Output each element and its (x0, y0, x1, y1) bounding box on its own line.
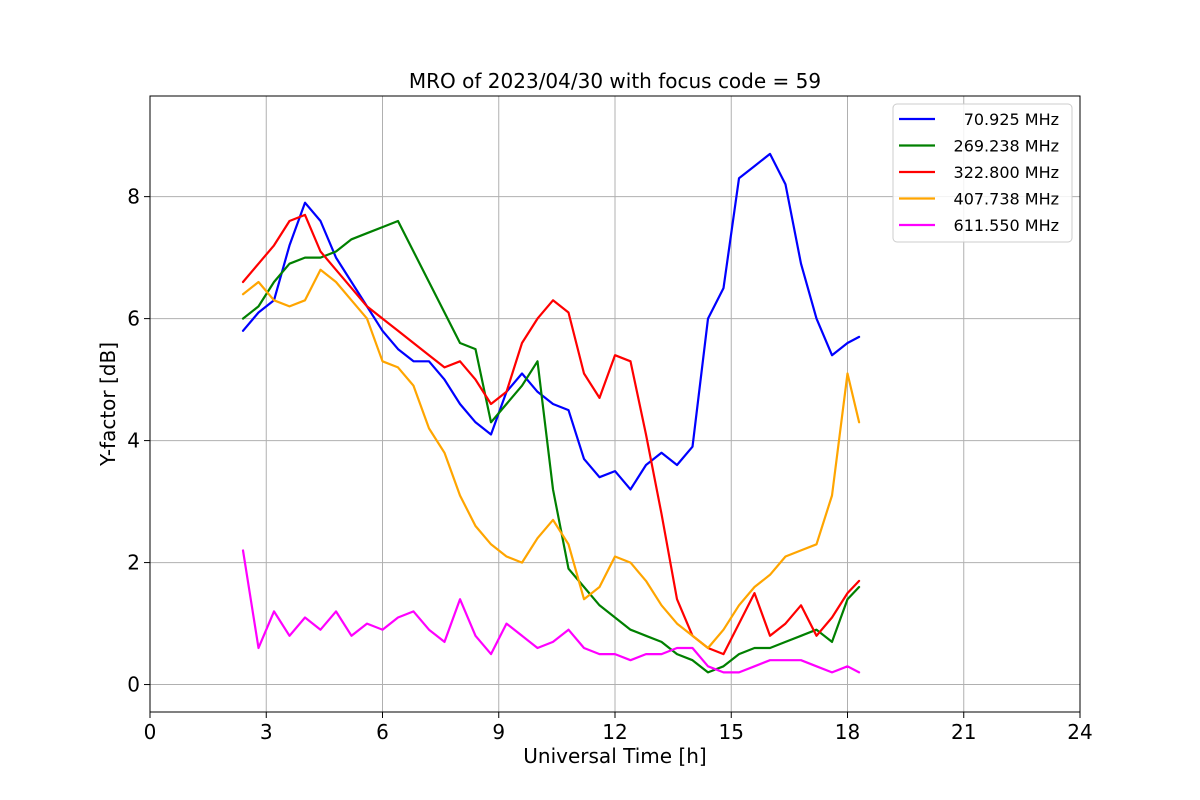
plot-area (241, 152, 861, 674)
x-axis: 0 3 6 9 12 15 18 21 24 (144, 712, 1093, 744)
chart-title: MRO of 2023/04/30 with focus code = 59 (409, 69, 821, 93)
x-tick-label: 9 (492, 720, 505, 744)
series-line-3 (241, 268, 861, 650)
series-line-1 (241, 219, 861, 674)
y-tick-label: 8 (127, 185, 140, 209)
y-axis: 0 2 4 6 8 (127, 185, 150, 697)
y-tick-label: 0 (127, 673, 140, 697)
x-tick-label: 24 (1067, 720, 1092, 744)
series-line-0 (241, 152, 861, 491)
x-tick-label: 12 (602, 720, 627, 744)
series-line-2 (241, 213, 861, 656)
legend-label-0: 70.925 MHz (964, 110, 1059, 129)
x-tick-label: 6 (376, 720, 389, 744)
y-tick-label: 2 (127, 551, 140, 575)
legend-box (892, 103, 1073, 243)
y-tick-label: 6 (127, 307, 140, 331)
x-tick-label: 18 (835, 720, 860, 744)
legend-label-1: 269.238 MHz (954, 137, 1059, 156)
series-line-4 (241, 549, 861, 674)
legend: 70.925 MHz 269.238 MHz 322.800 MHz 407.738 … (892, 103, 1073, 243)
legend-label-2: 322.800 MHz (954, 163, 1059, 182)
x-axis-label: Universal Time [h] (523, 744, 706, 768)
x-tick-label: 15 (719, 720, 744, 744)
legend-label-4: 611.550 MHz (954, 216, 1059, 235)
x-tick-label: 3 (260, 720, 273, 744)
x-tick-label: 21 (951, 720, 976, 744)
y-tick-label: 4 (127, 429, 140, 453)
x-tick-label: 0 (144, 720, 157, 744)
legend-label-3: 407.738 MHz (954, 190, 1059, 209)
y-axis-label: Y-factor [dB] (96, 342, 120, 467)
